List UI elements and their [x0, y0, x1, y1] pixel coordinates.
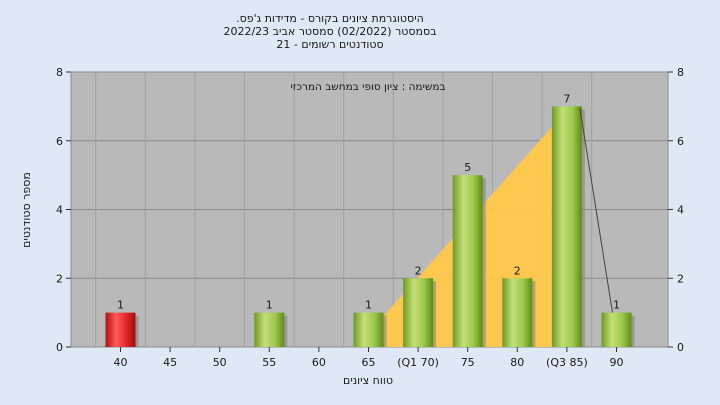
x-tick-label-3: 55	[262, 356, 276, 369]
y-axis-left: 0 2 4 6 8	[56, 66, 71, 354]
x-tick-label-5: 65	[362, 356, 376, 369]
y-tick-label-right-1: 2	[677, 272, 684, 285]
x-tick-label-6: (Q1 70)	[397, 356, 439, 369]
y-tick-label-right-4: 8	[677, 66, 684, 79]
y-tick-label-left-2: 4	[56, 204, 63, 217]
x-tick-label-2: 50	[213, 356, 227, 369]
assignment-label: במשימה : ציון סופי במחשב המרכזי	[290, 81, 445, 93]
chart-title-line-3: סטודנטים רשומים - 21	[276, 38, 383, 51]
x-tick-label-4: 60	[312, 356, 326, 369]
bar-80	[502, 278, 532, 347]
y-tick-label-left-3: 6	[56, 135, 63, 148]
data-label-(Q3 85): 7	[563, 92, 570, 105]
data-label-65: 1	[365, 299, 372, 312]
bar-75	[453, 175, 483, 347]
chart-title: .היסטוגרמת ציונים בקורס - מדידות ג'פס בס…	[223, 12, 436, 51]
y-tick-label-left-0: 0	[56, 341, 63, 354]
data-label-75: 5	[464, 161, 471, 174]
y-tick-label-left-4: 8	[56, 66, 63, 79]
data-label-55: 1	[266, 299, 273, 312]
y-tick-label-right-2: 4	[677, 204, 684, 217]
x-tick-label-7: 75	[461, 356, 475, 369]
y-tick-label-right-3: 6	[677, 135, 684, 148]
bar-40	[106, 313, 136, 347]
x-axis-label: טווח ציונים	[343, 374, 393, 387]
y-axis-label: מספר סטודנטים	[20, 172, 33, 248]
y-tick-label-left-1: 2	[56, 272, 63, 285]
chart-title-line-2: בסמסטר (02/2022) סמסטר אביב 2022/23	[223, 25, 436, 38]
x-tick-label-10: 90	[610, 356, 624, 369]
x-axis: 40 45 50 55 60 65 (Q1 70) 75 80 (Q3 85) 90	[114, 347, 624, 369]
bar-(Q1 70)	[403, 278, 433, 347]
data-label-80: 2	[514, 264, 521, 277]
y-axis-right: 0 2 4 6 8	[668, 66, 684, 354]
x-tick-label-1: 45	[163, 356, 177, 369]
y-tick-label-right-0: 0	[677, 341, 684, 354]
data-label-40: 1	[117, 299, 124, 312]
x-tick-label-9: (Q3 85)	[546, 356, 588, 369]
bar-(Q3 85)	[552, 106, 582, 347]
data-label-90: 1	[613, 299, 620, 312]
bar-90	[602, 313, 632, 347]
x-tick-label-0: 40	[114, 356, 128, 369]
data-label-(Q1 70): 2	[415, 264, 422, 277]
chart-title-line-1: .היסטוגרמת ציונים בקורס - מדידות ג'פס	[236, 12, 424, 25]
x-tick-label-8: 80	[510, 356, 524, 369]
bar-65	[354, 313, 384, 347]
bar-55	[254, 313, 284, 347]
